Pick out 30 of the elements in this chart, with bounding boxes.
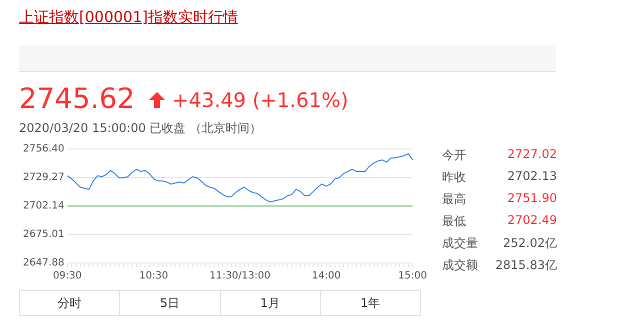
text: 5日 (119, 291, 220, 315)
text: 2020/03/20 15:00:00 已收盘 （北京时间） (19, 120, 262, 137)
text: 2751.90 (507, 191, 557, 205)
x-tick-label: 14:00 (312, 270, 341, 282)
text: 252.02亿 (503, 235, 557, 252)
text: 1月 (220, 291, 320, 315)
text: 分时 (20, 291, 120, 315)
text: 最高 (442, 191, 466, 208)
y-tick-label: 2675.01 (22, 229, 64, 240)
x-tick-label: 15:00 (398, 270, 428, 282)
text: 成交额 (442, 257, 478, 274)
text: 2702.13 (507, 169, 557, 183)
y-tick-label: 2647.88 (22, 258, 64, 269)
x-tick-label: 09:30 (52, 270, 82, 282)
x-tick-label: 10:30 (139, 270, 168, 282)
text: 1年 (320, 291, 420, 315)
y-tick-label: 2756.40 (22, 144, 64, 155)
text: 2727.02 (507, 147, 557, 161)
x-tick-label: 11:30/13:00 (209, 270, 270, 282)
y-tick-label: 2702.14 (22, 200, 64, 212)
text: 最低 (442, 213, 466, 230)
text: 2815.83亿 (495, 257, 557, 274)
y-tick-label: 2729.27 (22, 172, 64, 184)
text: 今开 (442, 147, 466, 164)
text: 昨收 (442, 169, 466, 186)
text: 2702.49 (507, 213, 557, 227)
text: 2745.62 (19, 82, 135, 115)
text: +43.49 (+1.61%) (172, 88, 348, 112)
chart-title: 上证指数[000001]指数实时行情 (19, 8, 238, 27)
text: 成交量 (442, 235, 478, 252)
